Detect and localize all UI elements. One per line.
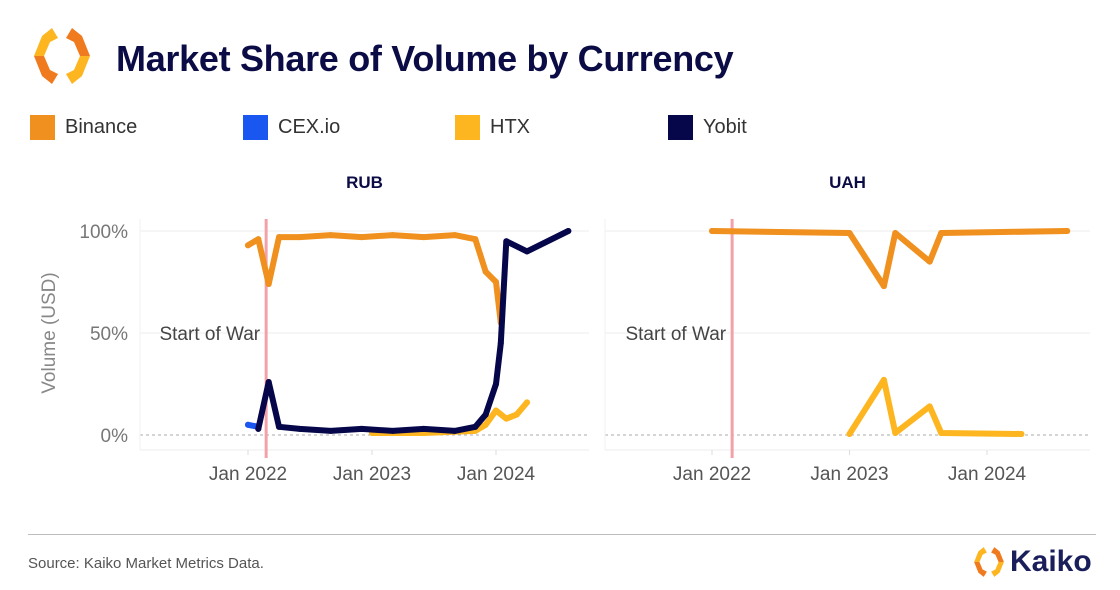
data-point xyxy=(880,283,887,290)
legend-label: Binance xyxy=(65,116,138,138)
kaiko-logo-small-icon xyxy=(974,547,1004,577)
data-point xyxy=(327,427,334,434)
footer-divider xyxy=(28,534,1096,535)
data-point xyxy=(451,427,458,434)
data-point xyxy=(513,411,520,418)
annotation-label: Start of War xyxy=(625,324,726,345)
series-line-binance xyxy=(245,232,504,326)
data-point xyxy=(389,427,396,434)
data-point xyxy=(892,429,899,436)
x-tick-label: Jan 2024 xyxy=(948,464,1027,485)
data-point xyxy=(472,423,479,430)
data-point xyxy=(565,228,572,234)
data-point xyxy=(493,279,499,285)
x-tick-label: Jan 2024 xyxy=(457,464,536,485)
y-tick-label: 100% xyxy=(79,222,128,243)
data-point xyxy=(255,425,262,432)
y-tick-label: 0% xyxy=(101,426,129,447)
data-point xyxy=(892,230,899,237)
data-point xyxy=(926,403,933,410)
panel-title: RUB xyxy=(346,173,383,192)
data-point xyxy=(846,230,853,237)
data-point xyxy=(358,425,365,432)
data-point xyxy=(938,429,945,436)
y-axis-label: Volume (USD) xyxy=(39,272,60,393)
data-point xyxy=(1064,228,1071,234)
series-line-yobit xyxy=(255,228,572,434)
legend-swatch-yobit xyxy=(668,115,693,140)
data-point xyxy=(265,281,272,288)
page-title: Market Share of Volume by Currency xyxy=(116,38,734,79)
x-tick-label: Jan 2022 xyxy=(209,464,287,485)
x-tick-label: Jan 2022 xyxy=(673,464,751,485)
legend-label: Yobit xyxy=(703,116,747,138)
footer-brand: Kaiko xyxy=(972,545,1092,579)
data-point xyxy=(276,423,282,430)
legend-swatch-binance xyxy=(30,115,55,140)
legend-label: CEX.io xyxy=(278,116,341,138)
legend-item-cexio: CEX.io xyxy=(243,115,340,140)
data-point xyxy=(245,421,251,428)
x-tick-label: Jan 2023 xyxy=(810,464,888,485)
data-point xyxy=(482,268,489,275)
annotation-label: Start of War xyxy=(159,324,260,345)
data-point xyxy=(503,415,510,422)
data-point xyxy=(493,407,499,414)
panel-rub: RUB Jan 2022 Jan 2023 Jan 2024 0% 50% 100% Volu… xyxy=(39,173,589,485)
data-point xyxy=(255,236,262,243)
source-note: Source: Kaiko Market Metrics Data. xyxy=(28,555,264,572)
panel-title: UAH xyxy=(829,173,866,192)
data-point xyxy=(880,376,887,383)
data-point xyxy=(296,425,303,432)
data-point xyxy=(472,236,479,243)
x-tick-label: Jan 2023 xyxy=(333,464,411,485)
data-point xyxy=(358,234,365,241)
legend-item-htx: HTX xyxy=(455,115,530,140)
data-point xyxy=(709,228,715,234)
chart-area: RUB Jan 2022 Jan 2023 Jan 2024 0% 50% 100% Volu… xyxy=(39,173,1090,485)
brand-wordmark: Kaiko xyxy=(1010,545,1092,578)
data-point xyxy=(245,242,251,249)
panel-uah: UAH Jan 2022 Jan 2023 Jan 2024 Start of War xyxy=(604,173,1090,485)
data-point xyxy=(389,232,396,239)
series-line-htx xyxy=(846,376,1025,437)
kaiko-logo-icon xyxy=(34,28,90,84)
data-point xyxy=(482,421,489,428)
data-point xyxy=(524,399,530,406)
data-point xyxy=(451,232,458,239)
legend-label: HTX xyxy=(490,116,530,138)
data-point xyxy=(420,234,427,241)
chart-legend: Binance CEX.io HTX Yobit xyxy=(0,115,1120,145)
data-point xyxy=(420,425,427,432)
series-line-binance xyxy=(709,228,1071,290)
data-point xyxy=(296,234,303,241)
legend-item-binance: Binance xyxy=(30,115,137,140)
data-point xyxy=(327,232,334,239)
data-point xyxy=(265,378,272,385)
data-point xyxy=(493,381,499,387)
data-point xyxy=(926,258,933,265)
data-point xyxy=(846,430,853,437)
data-point xyxy=(524,248,530,255)
y-tick-label: 50% xyxy=(90,324,128,345)
legend-swatch-htx xyxy=(455,115,480,140)
data-point xyxy=(276,234,282,241)
data-point xyxy=(497,340,504,347)
legend-item-yobit: Yobit xyxy=(668,115,747,140)
data-point xyxy=(503,238,510,245)
legend-swatch-cexio xyxy=(243,115,268,140)
data-point xyxy=(482,411,489,418)
data-point xyxy=(938,230,945,237)
data-point xyxy=(1018,430,1025,437)
